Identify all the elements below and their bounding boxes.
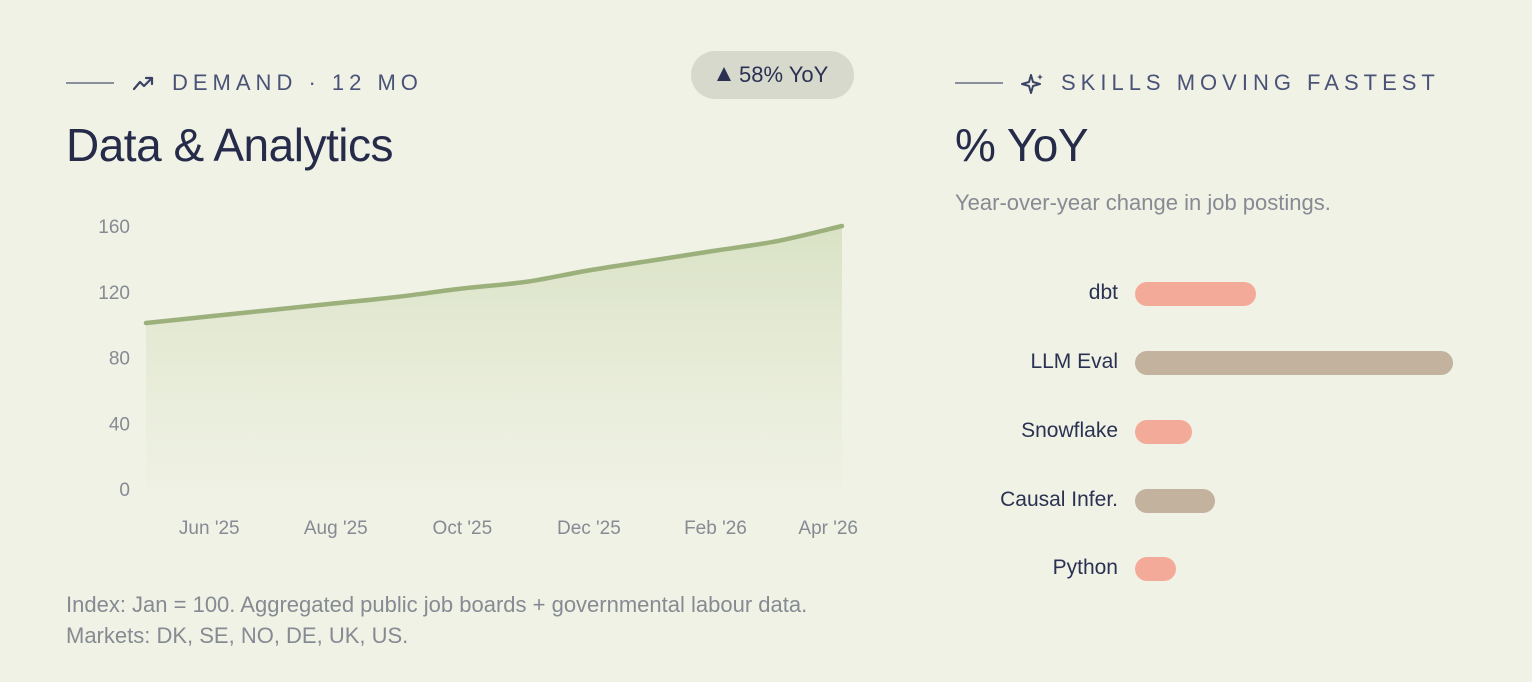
x-tick-label: Feb '26 [684, 518, 747, 539]
y-tick-label: 120 [98, 283, 130, 304]
skills-eyebrow: SKILLS MOVING FASTEST [955, 70, 1440, 96]
y-tick-label: 40 [109, 414, 130, 435]
demand-area-chart: 0 40 80 120 160 Jun '25 Aug '25 Oct '25 Dec '25… [98, 217, 858, 539]
demand-title: Data & Analytics [66, 119, 393, 171]
eyebrow-rule [955, 82, 1003, 84]
bar-label: dbt [1088, 281, 1118, 304]
y-tick-label: 160 [98, 217, 130, 238]
demand-series-line [143, 223, 845, 326]
bar [1135, 489, 1215, 513]
demand-eyebrow-text: DEMAND · 12 MO [172, 70, 423, 95]
yoy-badge-text: 58% YoY [739, 62, 829, 87]
bar-label: Causal Infer. [1000, 488, 1118, 511]
bar [1135, 351, 1453, 375]
skills-title: % YoY [955, 119, 1089, 171]
skills-subtitle: Year-over-year change in job postings. [955, 190, 1331, 215]
x-tick-label: Aug '25 [304, 518, 368, 539]
y-tick-label: 80 [109, 349, 130, 370]
bar [1135, 420, 1193, 444]
x-tick-label: Jun '25 [179, 518, 240, 539]
bar [1135, 557, 1177, 581]
bar-label: Python [1052, 556, 1118, 579]
x-tick-label: Oct '25 [433, 518, 493, 539]
bar [1135, 282, 1256, 306]
x-tick-label: Dec '25 [557, 518, 621, 539]
skills-panel: SKILLS MOVING FASTEST % YoY Year-over-ye… [955, 0, 1475, 682]
x-tick-label: Apr '26 [798, 518, 858, 539]
demand-eyebrow: DEMAND · 12 MO [66, 70, 423, 96]
sparkle-icon [1021, 72, 1043, 94]
demand-panel: DEMAND · 12 MO 58% YoY Data & Analytics … [66, 0, 866, 682]
yoy-badge: 58% YoY [691, 51, 855, 99]
demand-footnote: Index: Jan = 100. Aggregated public job … [66, 592, 808, 648]
bar-label: LLM Eval [1030, 350, 1118, 373]
demand-area-fill [146, 226, 842, 489]
trending-up-icon [132, 72, 154, 94]
y-tick-label: 0 [119, 480, 130, 501]
skills-eyebrow-text: SKILLS MOVING FASTEST [1061, 70, 1440, 95]
up-triangle-icon [717, 67, 731, 81]
bar-label: Snowflake [1021, 419, 1118, 442]
eyebrow-rule [66, 82, 114, 84]
